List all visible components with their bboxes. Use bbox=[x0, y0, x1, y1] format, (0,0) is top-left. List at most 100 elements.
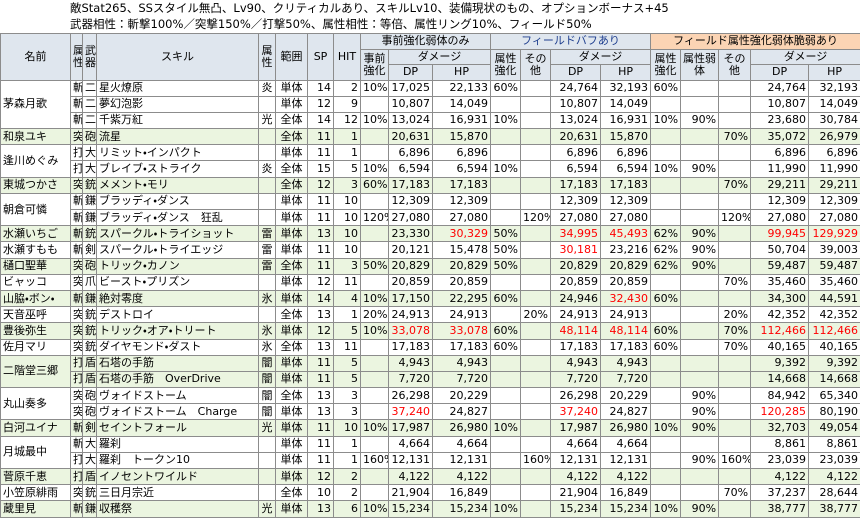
table-cell bbox=[490, 354, 521, 372]
character-name: 天音巫呼 bbox=[0, 306, 71, 324]
table-cell: 3 bbox=[333, 176, 361, 194]
table-cell: 4,122 bbox=[808, 467, 860, 486]
table-cell: 42,352 bbox=[750, 306, 810, 324]
table-cell: 90% bbox=[680, 419, 720, 437]
table-cell: 12,131 bbox=[388, 451, 433, 470]
table-cell: 15,234 bbox=[550, 500, 601, 518]
table-cell: ヴォイドストーム bbox=[96, 387, 259, 405]
table-cell: 単体 bbox=[275, 467, 308, 486]
table-cell: 20,121 bbox=[388, 241, 433, 259]
table-cell bbox=[258, 484, 276, 502]
table-cell bbox=[718, 370, 752, 389]
table-cell: メメント・モリ bbox=[96, 176, 259, 194]
table-cell bbox=[650, 484, 682, 502]
table-cell: 闇 bbox=[258, 403, 276, 421]
table-cell: 24,946 bbox=[550, 289, 601, 308]
table-cell: 斬 bbox=[70, 435, 83, 453]
table-cell bbox=[680, 370, 720, 389]
table-cell: 14,049 bbox=[432, 95, 491, 113]
table-cell: 突 bbox=[70, 338, 83, 356]
table-row: 樋口聖華突砲トリック・カノン雷全体11350%20,82920,82950%20… bbox=[0, 257, 860, 275]
table-cell bbox=[360, 338, 389, 356]
table-cell bbox=[680, 322, 720, 340]
table-cell bbox=[520, 370, 551, 389]
table-cell: ヴォイドストーム Charge bbox=[96, 403, 259, 421]
table-cell: 23,039 bbox=[750, 451, 810, 470]
table-row: 天音巫呼突銃デストロイ全体13120%24,91324,91320%24,913… bbox=[0, 306, 860, 324]
table-cell: 闇 bbox=[258, 387, 276, 405]
table-cell: 13 bbox=[307, 225, 334, 243]
table-cell: 銃 bbox=[82, 322, 97, 340]
character-name: 白河ユイナ bbox=[0, 419, 71, 437]
table-cell: 単体 bbox=[275, 419, 308, 437]
table-cell: 全体 bbox=[275, 111, 308, 130]
table-cell bbox=[490, 144, 521, 162]
table-cell: 全体 bbox=[275, 160, 308, 178]
column-header: 属性 bbox=[258, 33, 276, 81]
table-cell: 35,072 bbox=[750, 128, 810, 146]
character-name: 山脇・ボン・ bbox=[0, 289, 71, 308]
table-cell: 62% bbox=[650, 257, 682, 275]
table-cell: 絶対零度 bbox=[96, 289, 259, 308]
table-cell: 斬 bbox=[70, 208, 83, 227]
table-cell: 1 bbox=[333, 435, 361, 453]
table-cell: 23,330 bbox=[388, 225, 433, 243]
table-cell bbox=[490, 306, 521, 324]
table-cell: 全体 bbox=[275, 306, 308, 324]
table-cell: 大 bbox=[82, 451, 97, 470]
table-cell: 雷 bbox=[258, 225, 276, 243]
table-row: 打大羅刹 トークン10単体111160%12,13112,131160%12,1… bbox=[1, 451, 860, 470]
table-cell: 4 bbox=[333, 289, 361, 308]
table-cell bbox=[360, 241, 389, 259]
table-cell bbox=[520, 128, 551, 146]
table-cell: 23,216 bbox=[599, 241, 652, 259]
table-cell: 26,980 bbox=[599, 419, 652, 437]
table-cell: 10 bbox=[307, 484, 334, 502]
table-cell: 打 bbox=[70, 451, 83, 470]
table-cell: 打 bbox=[70, 467, 83, 486]
table-cell: 斬 bbox=[70, 192, 83, 211]
table-cell: 12 bbox=[307, 322, 334, 340]
table-cell bbox=[520, 176, 551, 194]
table-cell: 打 bbox=[70, 354, 83, 372]
table-cell: 37,240 bbox=[388, 403, 433, 421]
table-cell: 雷 bbox=[258, 241, 276, 259]
table-cell: 59,487 bbox=[808, 257, 860, 275]
table-row: 豊後弥生突銃トリック・オア・トリート氷単体12510%33,07833,0786… bbox=[0, 322, 860, 340]
table-cell: 砲 bbox=[82, 128, 97, 146]
table-cell bbox=[650, 128, 682, 146]
table-cell: 17,183 bbox=[599, 338, 652, 356]
table-cell: 13 bbox=[307, 403, 334, 421]
table-cell: 27,080 bbox=[432, 208, 491, 227]
table-cell: 10% bbox=[360, 160, 389, 178]
column-header: HP bbox=[432, 64, 491, 81]
header: 敵Stat265、SSスタイル無凸、Lv90、クリティカルあり、スキルLv10、… bbox=[0, 0, 860, 33]
column-header: HP bbox=[808, 64, 860, 81]
table-cell: 鎌 bbox=[82, 500, 97, 518]
table-cell: 32,430 bbox=[599, 289, 652, 308]
table-cell bbox=[680, 273, 720, 291]
table-cell: ビースト・プリズン bbox=[96, 273, 259, 291]
table-cell: リミット・インパクト bbox=[96, 144, 259, 162]
table-cell: 90% bbox=[680, 500, 720, 518]
table-cell: 銃 bbox=[82, 338, 97, 356]
table-cell: 60% bbox=[650, 322, 682, 340]
table-cell: 1 bbox=[333, 451, 361, 470]
column-header: ダメージ bbox=[388, 48, 491, 65]
table-cell: 5 bbox=[333, 354, 361, 372]
table-cell bbox=[258, 451, 276, 470]
table-cell bbox=[360, 387, 389, 405]
table-cell: 120% bbox=[718, 208, 752, 227]
table-cell: 37,237 bbox=[750, 484, 810, 502]
table-row: 和泉ユキ突砲流星全体11120,63115,87020,63115,87070%… bbox=[0, 128, 860, 146]
table-cell: 盾 bbox=[82, 370, 97, 389]
table-cell: 70% bbox=[718, 484, 752, 502]
table-cell: 70% bbox=[718, 322, 752, 340]
table-row: 打大ブレイブ・ストライク炎全体15510%6,5946,59410%6,5946… bbox=[1, 160, 860, 178]
table-cell: 6,594 bbox=[599, 160, 652, 178]
character-name: 水瀬いちご bbox=[0, 225, 71, 243]
table-row: 朝倉可憐斬鎌ブラッディ・ダンス単体111012,30912,30912,3091… bbox=[0, 192, 860, 227]
table-row: 斬鎌ブラッディ・ダンス 狂乱単体1110120%27,08027,080120%… bbox=[1, 208, 860, 227]
